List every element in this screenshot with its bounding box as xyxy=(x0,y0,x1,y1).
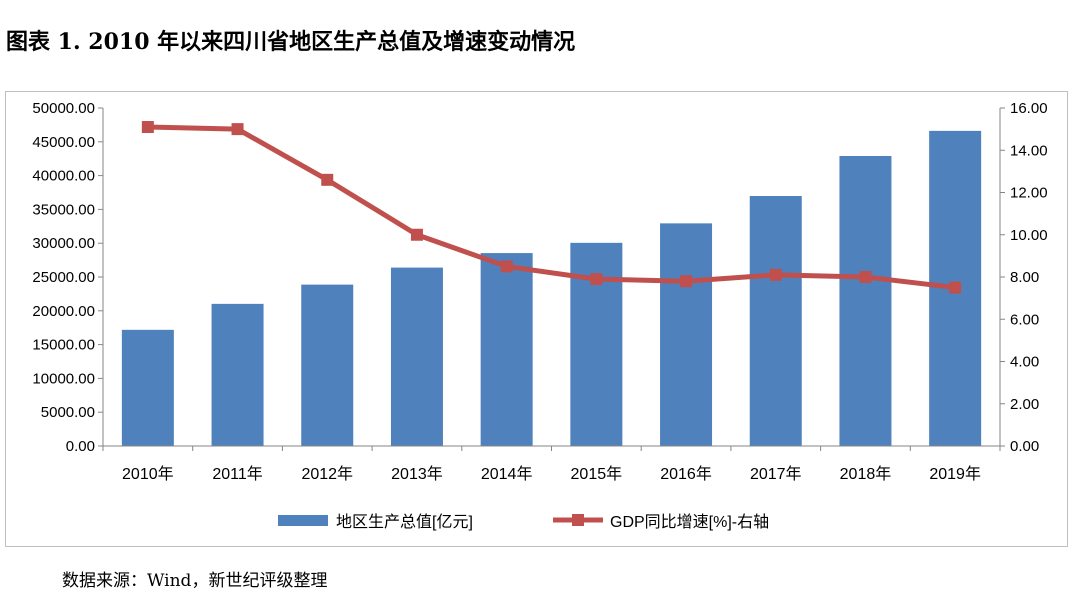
line-marker xyxy=(410,228,423,241)
x-tick-label: 2017年 xyxy=(750,465,802,483)
right-tick-label: 4.00 xyxy=(1010,354,1039,371)
line-marker xyxy=(141,121,154,134)
chart-frame xyxy=(5,91,1068,547)
axes xyxy=(102,108,1001,451)
right-tick-label: 6.00 xyxy=(1010,311,1039,328)
x-tick-label: 2014年 xyxy=(481,465,533,483)
left-tick-label: 50000.00 xyxy=(32,100,95,117)
line-marker xyxy=(321,173,334,186)
x-tick-label: 2018年 xyxy=(840,465,892,483)
x-tick-label: 2012年 xyxy=(301,465,353,483)
left-tick-label: 0.00 xyxy=(66,438,95,455)
left-tick-label: 35000.00 xyxy=(32,201,95,218)
left-tick-label: 20000.00 xyxy=(32,303,95,320)
legend-label-line: GDP同比增速[%]-右轴 xyxy=(610,513,769,531)
left-tick-label: 45000.00 xyxy=(32,134,95,151)
line-marker xyxy=(680,275,693,288)
bar xyxy=(390,267,443,446)
right-tick-label: 10.00 xyxy=(1010,227,1048,244)
bar xyxy=(839,155,892,446)
legend: 地区生产总值[亿元] GDP同比增速[%]-右轴 xyxy=(278,513,769,531)
right-axis-ticks: 0.00 2.00 4.00 6.00 8.00 10.00 12.00 14.00 16.00 xyxy=(1000,100,1048,455)
left-axis-ticks: 0.00 5000.00 10000.00 15000.00 20000.00 25000… xyxy=(32,100,103,455)
x-tick-label: 2019年 xyxy=(929,465,981,483)
right-tick-label: 14.00 xyxy=(1010,142,1048,159)
bar xyxy=(121,329,174,446)
line-marker xyxy=(590,273,603,286)
right-tick-label: 12.00 xyxy=(1010,185,1048,202)
right-tick-label: 16.00 xyxy=(1010,100,1048,117)
line-path xyxy=(147,124,956,291)
right-tick-label: 0.00 xyxy=(1010,438,1039,455)
line-marker xyxy=(859,271,872,283)
bar xyxy=(749,196,802,446)
line-marker xyxy=(949,281,962,294)
x-tick-label: 2015年 xyxy=(571,465,623,483)
bar xyxy=(301,284,354,446)
line-series xyxy=(141,121,962,294)
x-tick-label: 2010年 xyxy=(122,465,174,483)
line-marker xyxy=(231,123,244,136)
line-marker xyxy=(769,268,782,281)
left-tick-label: 10000.00 xyxy=(32,370,95,387)
legend-swatch-bar xyxy=(278,515,328,526)
left-tick-label: 40000.00 xyxy=(32,168,95,185)
right-tick-label: 8.00 xyxy=(1010,269,1039,286)
x-tick-label: 2016年 xyxy=(660,465,712,483)
left-tick-label: 5000.00 xyxy=(41,404,95,421)
source-note: 数据来源：Wind，新世纪评级整理 xyxy=(62,571,328,591)
legend-label-bar: 地区生产总值[亿元] xyxy=(336,513,473,531)
legend-swatch-marker xyxy=(572,514,584,526)
bar xyxy=(660,223,713,446)
bar-series xyxy=(121,130,982,446)
bar xyxy=(480,253,533,446)
bar xyxy=(211,303,264,446)
left-tick-label: 15000.00 xyxy=(32,337,95,354)
x-tick-label: 2011年 xyxy=(212,465,262,483)
combo-chart: 0.00 5000.00 10000.00 15000.00 20000.00 25000… xyxy=(32,100,1048,531)
x-tick-label: 2013年 xyxy=(391,465,443,483)
left-tick-label: 25000.00 xyxy=(32,269,95,286)
figure-title: 图表 1. 2010 年以来四川省地区生产总值及增速变动情况 xyxy=(6,29,576,55)
right-tick-label: 2.00 xyxy=(1010,396,1039,413)
line-marker xyxy=(500,260,513,273)
left-tick-label: 30000.00 xyxy=(32,235,95,252)
x-axis-labels: 2010年 2011年 2012年 2013年 2014年 2015年 2016年 2017年… xyxy=(122,465,981,483)
